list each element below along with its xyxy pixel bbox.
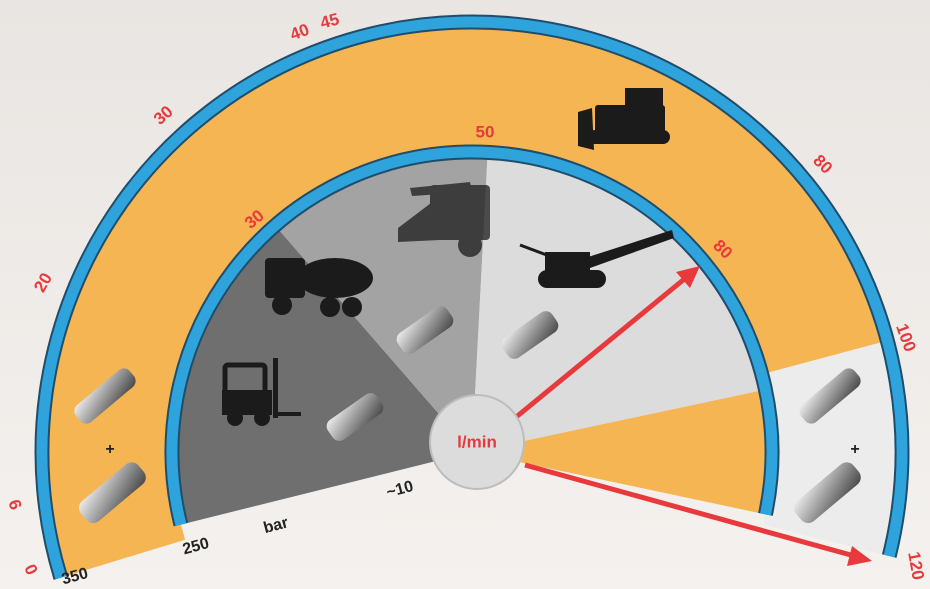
harvester-icon: [398, 182, 490, 257]
crane-icon: [519, 230, 674, 288]
pressure-label: 250: [181, 535, 211, 558]
orange-zone: [45, 25, 884, 577]
inner-scale-label: 50: [476, 122, 495, 141]
forklift-icon: [222, 358, 301, 426]
center-circle: [429, 394, 525, 490]
ring: [166, 146, 778, 526]
outer-scale-label: 45: [318, 9, 341, 32]
valve-icons: [74, 306, 861, 524]
arrow: [513, 274, 690, 420]
arrow: [524, 462, 859, 560]
pressure-label: 350: [60, 565, 90, 588]
dark-sector: [172, 225, 472, 525]
gauge: [34, 14, 910, 580]
plus-sign: +: [850, 441, 859, 458]
light-sector: [472, 152, 766, 452]
bulldozer-icon: [578, 88, 670, 150]
truck-icon: [265, 258, 373, 317]
ring: [36, 16, 908, 580]
arrow-head: [847, 546, 872, 566]
pressure-label: ~10: [385, 478, 416, 501]
pressure-label: bar: [262, 514, 290, 537]
center-label: l/min: [457, 432, 497, 451]
arrows: [513, 266, 872, 566]
arrow-head: [676, 266, 700, 288]
outer-scale-label: 120: [904, 550, 928, 581]
plus-sign: +: [105, 441, 114, 458]
icons: [74, 88, 861, 524]
orange-inner: [472, 389, 772, 515]
light-zone: [761, 341, 898, 556]
